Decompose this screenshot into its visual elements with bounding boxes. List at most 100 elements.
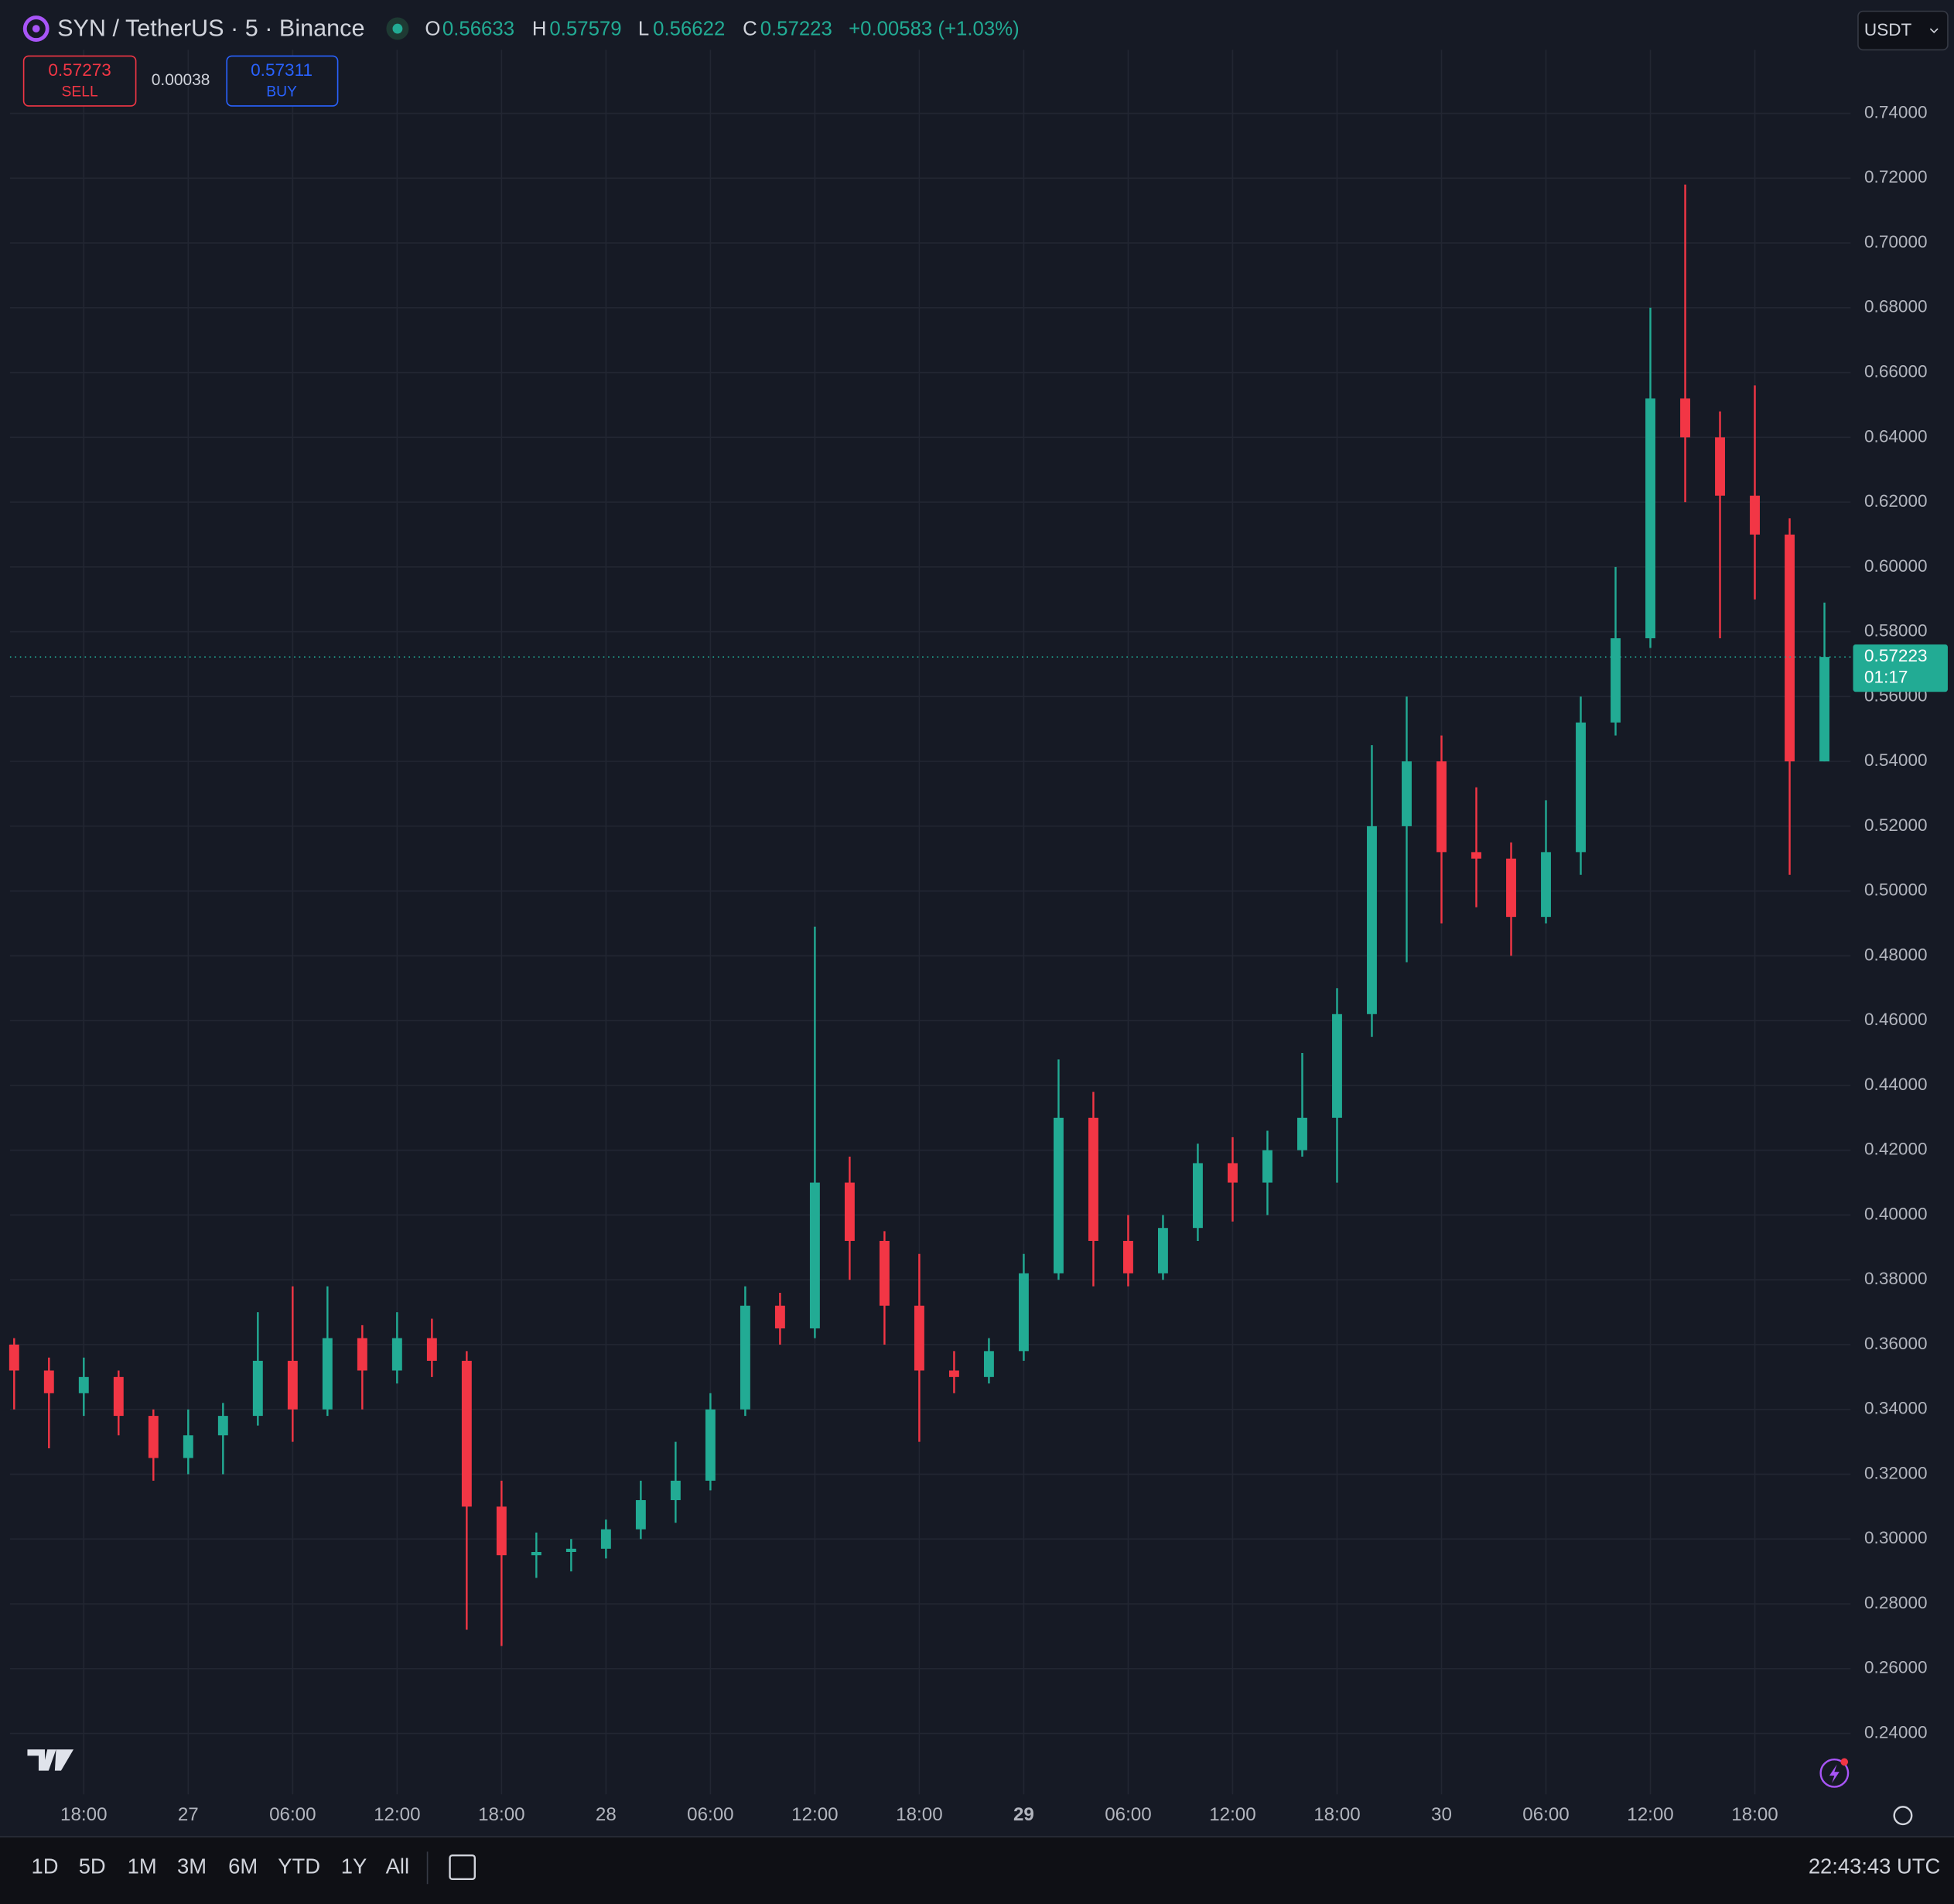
y-tick-label: 0.48000: [1864, 945, 1928, 964]
y-tick-label: 0.36000: [1864, 1334, 1928, 1353]
candle-body: [1193, 1163, 1203, 1229]
settings-button[interactable]: [1893, 1806, 1913, 1826]
y-tick-label: 0.74000: [1864, 102, 1928, 121]
y-tick-label: 0.34000: [1864, 1399, 1928, 1418]
range-button[interactable]: 5D: [79, 1854, 106, 1878]
candle-body: [1541, 852, 1551, 918]
sell-label[interactable]: SELL: [61, 84, 98, 100]
range-button[interactable]: 1D: [31, 1854, 58, 1878]
y-tick-label: 0.64000: [1864, 426, 1928, 446]
sell-button[interactable]: 0.57273 SELL: [22, 55, 137, 107]
candle-body: [1576, 722, 1586, 853]
range-button[interactable]: 6M: [228, 1854, 258, 1878]
candle-body: [1018, 1273, 1029, 1352]
currency[interactable]: USDT: [1864, 20, 1912, 39]
y-tick-label: 0.50000: [1864, 880, 1928, 900]
ohlc-value: 0.57579: [549, 18, 621, 39]
sell-price[interactable]: 0.57273: [48, 60, 111, 80]
candle-body: [391, 1338, 402, 1371]
symbol-title: SYN / TetherUS · 5 · Binance: [57, 15, 364, 42]
x-tick-label: 12:00: [374, 1804, 420, 1825]
candle-body: [1715, 437, 1725, 496]
last-price-label: 0.57223: [1864, 646, 1928, 665]
notification-dot: [1840, 1758, 1849, 1766]
candle-body: [426, 1338, 437, 1361]
x-tick-label: 18:00: [478, 1804, 524, 1825]
candle-body: [1297, 1117, 1307, 1150]
clock: 22:43:43 UTC: [1809, 1854, 1940, 1878]
y-tick-label: 0.42000: [1864, 1140, 1928, 1159]
x-tick-label: 06:00: [687, 1804, 733, 1825]
last-price-tag: [1853, 644, 1948, 692]
y-tick-label: 0.28000: [1864, 1593, 1928, 1612]
lightning-icon[interactable]: [1829, 1764, 1840, 1783]
y-tick-label: 0.60000: [1864, 556, 1928, 576]
bottom-toolbar: [0, 1837, 1954, 1904]
buy-label[interactable]: BUY: [266, 84, 297, 100]
candle-body: [496, 1506, 507, 1556]
range-button[interactable]: 1Y: [341, 1854, 367, 1878]
candle-body: [1436, 761, 1447, 853]
candle-body: [43, 1370, 54, 1393]
ohlc-value: 0.56622: [653, 18, 725, 39]
candle-body: [1367, 826, 1377, 1014]
candle-body: [774, 1305, 785, 1329]
y-tick-label: 0.30000: [1864, 1528, 1928, 1547]
range-button[interactable]: 1M: [128, 1854, 157, 1878]
currency-box[interactable]: [1857, 10, 1949, 51]
buy-box[interactable]: [226, 55, 339, 107]
range-button[interactable]: 3M: [177, 1854, 207, 1878]
x-tick-label: 06:00: [1105, 1804, 1151, 1825]
currency-dropdown[interactable]: USDT: [1857, 10, 1949, 51]
x-tick-label: 18:00: [896, 1804, 942, 1825]
candle-body: [635, 1499, 646, 1530]
ohlc-label: C: [743, 18, 757, 39]
y-tick-label: 0.40000: [1864, 1204, 1928, 1223]
x-tick-label: 12:00: [1209, 1804, 1255, 1825]
ohlc-label: L: [638, 18, 649, 39]
candle-body: [322, 1338, 333, 1410]
y-tick-label: 0.44000: [1864, 1075, 1928, 1094]
y-tick-label: 0.68000: [1864, 297, 1928, 316]
candle-body: [1262, 1150, 1272, 1183]
candle-body: [531, 1552, 541, 1556]
y-tick-label: 0.70000: [1864, 232, 1928, 251]
sell-box[interactable]: [22, 55, 137, 107]
candle-body: [148, 1416, 159, 1458]
buy-price[interactable]: 0.57311: [251, 60, 313, 80]
candle-body: [600, 1529, 611, 1549]
candle-body: [1158, 1228, 1168, 1273]
chevron[interactable]: [1929, 28, 1939, 34]
candle-body: [1332, 1014, 1342, 1118]
x-tick-label: 18:00: [1731, 1804, 1778, 1825]
candle-body: [217, 1416, 228, 1436]
countdown: 01:17: [1864, 667, 1908, 686]
x-tick-label: 12:00: [1627, 1804, 1673, 1825]
candle-body: [1819, 657, 1829, 762]
candle-body: [565, 1548, 576, 1553]
candle-body: [1785, 534, 1795, 762]
x-tick-label: 29: [1013, 1804, 1034, 1825]
y-tick-label: 0.72000: [1864, 167, 1928, 186]
candle-body: [879, 1240, 890, 1306]
y-tick-label: 0.26000: [1864, 1658, 1928, 1677]
goto-date-button[interactable]: [449, 1854, 476, 1880]
x-tick-label: 18:00: [1313, 1804, 1360, 1825]
candle-body: [948, 1370, 959, 1377]
y-tick-label: 0.54000: [1864, 750, 1928, 770]
coin-icon: [22, 15, 50, 42]
coin-icon-dot: [32, 25, 40, 32]
candle-body: [9, 1344, 19, 1371]
candle-body: [809, 1182, 820, 1329]
buy-button[interactable]: 0.57311 BUY: [226, 55, 339, 107]
lightning-button[interactable]: [1819, 1758, 1850, 1788]
y-tick-label: 0.52000: [1864, 815, 1928, 835]
candle-body: [670, 1480, 681, 1500]
market-status-dot: [392, 23, 403, 34]
range-button[interactable]: YTD: [278, 1854, 320, 1878]
x-tick-label: 18:00: [60, 1804, 107, 1825]
range-button[interactable]: All: [386, 1854, 409, 1878]
spread: 0.00038: [152, 71, 210, 89]
